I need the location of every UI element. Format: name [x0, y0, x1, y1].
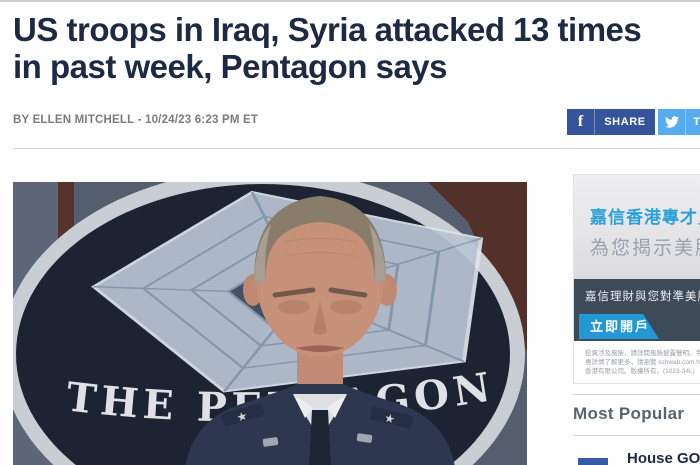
popular-story-thumbnail[interactable] — [578, 458, 608, 465]
sidebar-divider — [573, 394, 700, 395]
ad-header-section: 嘉信香港專才見解 為您揭示美股投資 — [574, 175, 700, 279]
facebook-share-button[interactable]: f SHARE — [567, 109, 655, 135]
twitter-tweet-label: TWEET — [693, 116, 700, 128]
twitter-bird-icon — [658, 109, 686, 135]
popular-story-title[interactable]: House GOP — [627, 450, 700, 465]
shoulder-star-right: ★ — [369, 406, 414, 430]
ad-open-account-button[interactable]: 立即開戶 — [579, 314, 659, 339]
svg-text:★: ★ — [383, 411, 397, 427]
ad-band-section: 嘉信理財與您對準美股市場 立即開戶 — [574, 279, 700, 341]
ad-fine-print-line: 投資涉及風險，請詳閱風險披露聲明。手續費7美元0佣金優 — [585, 350, 700, 357]
ad-band-text: 嘉信理財與您對準美股市場 — [585, 291, 700, 303]
ad-fine-print: 投資涉及風險，請詳閱風險披露聲明。手續費7美元0佣金優 惠詳情了解更多，請瀏覽 … — [574, 341, 700, 376]
facebook-share-label: SHARE — [604, 116, 646, 128]
spokesman-figure: ★ ★ — [185, 196, 455, 465]
ad-fine-print-line: 惠詳情了解更多，請瀏覽 schwab.com.hk 網站。嘉信理財 — [585, 359, 700, 366]
facebook-icon: f — [567, 109, 595, 135]
sidebar-ad[interactable]: 嘉信香港專才見解 為您揭示美股投資 嘉信理財與您對準美股市場 立即開戶 投資涉及… — [573, 174, 700, 384]
svg-text:★: ★ — [235, 409, 249, 425]
article-photo: THE PENTAGON ★ — [13, 182, 527, 465]
article-headline: US troops in Iraq, Syria attacked 13 tim… — [13, 11, 642, 85]
photo-wood-corner-right — [428, 182, 527, 352]
byline: BY ELLEN MITCHELL - 10/24/23 6:23 PM ET — [13, 114, 259, 126]
shoulder-star-left: ★ — [221, 402, 266, 427]
ad-heading: 嘉信香港專才見解 — [590, 208, 700, 227]
most-popular-heading: Most Popular — [573, 404, 685, 423]
sidebar-divider — [573, 435, 700, 436]
header-divider — [13, 148, 700, 149]
ad-subheading: 為您揭示美股投資 — [590, 238, 700, 259]
twitter-tweet-button[interactable]: TWEET — [658, 109, 700, 135]
ad-fine-print-line: 香港有限公司。版權所有。(1023-34L) — [585, 368, 695, 375]
